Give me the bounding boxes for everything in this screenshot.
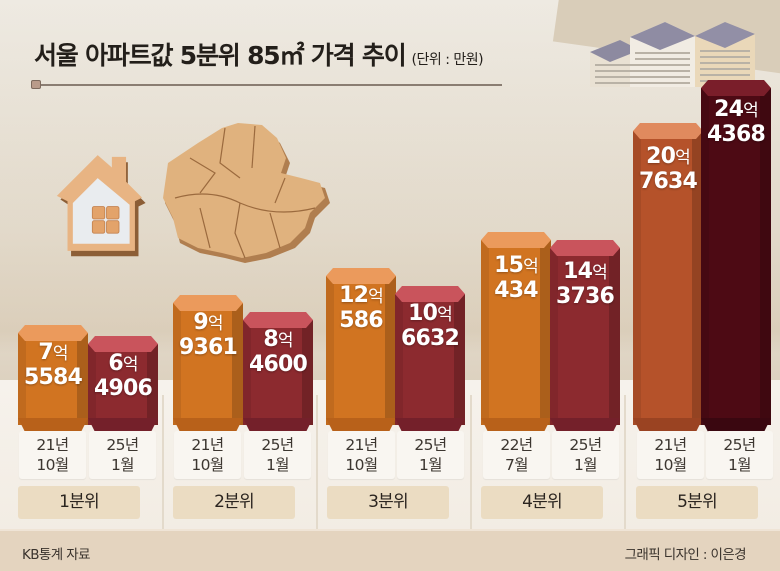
footer-bar [0,529,780,571]
bar-q1-2021: 7억 5584 [18,325,88,432]
bar-value-label: 20억 7634 [638,144,698,194]
date-label: 25년 1월 [706,431,773,479]
date-label: 21년 10월 [328,431,395,479]
chart-title: 서울 아파트값 5분위 85㎡ 가격 추이 (단위 : 만원) [34,36,484,72]
title-rule-cap [31,80,41,89]
bar-q3-2025: 10억 6632 [395,286,465,432]
bar-value-label: 14억 3736 [555,259,615,309]
group-separator [624,395,626,535]
group-separator [162,395,164,535]
bar-value-label: 10억 6632 [400,301,460,351]
date-label: 21년 10월 [174,431,241,479]
date-label: 21년 10월 [637,431,704,479]
group-separator [470,395,472,535]
apartment-buildings-icon [590,22,755,87]
quintile-label-1: 1분위 [18,486,140,519]
bar-value-label: 24억 4368 [706,97,766,147]
bar-q1-2025: 6억 4906 [88,336,158,432]
bar-q5-2021: 20억 7634 [633,123,703,432]
bar-value-label: 8억 4600 [248,327,308,377]
bar-q5-2025: 24억 4368 [701,80,771,432]
house-icon [56,155,146,257]
bar-value-label: 9억 9361 [178,310,238,360]
bar-value-label: 7억 5584 [23,340,83,390]
date-label: 25년 1월 [397,431,464,479]
date-label: 25년 1월 [244,431,311,479]
bar-q2-2025: 8억 4600 [243,312,313,432]
bar-value-label: 6억 4906 [93,351,153,401]
date-label: 25년 1월 [89,431,156,479]
house-and-seoul-map-illustration [40,108,340,288]
date-label: 22년 7월 [483,431,550,479]
graphic-credit: 그래픽 디자인 : 이은경 [624,547,747,563]
bar-q2-2021: 9억 9361 [173,295,243,432]
quintile-label-5: 5분위 [636,486,758,519]
date-label: 25년 1월 [552,431,619,479]
bar-q3-2021: 12억 586 [326,268,396,432]
quintile-label-4: 4분위 [481,486,603,519]
seoul-map-icon [163,123,330,263]
bar-value-label: 12억 586 [339,283,384,333]
quintile-label-2: 2분위 [173,486,295,519]
bar-q4-2025: 14억 3736 [550,240,620,432]
group-separator [316,395,318,535]
quintile-label-3: 3분위 [327,486,449,519]
title-rule [34,84,502,86]
bar-q4-2021: 15억 434 [481,232,551,432]
title-text: 서울 아파트값 5분위 85㎡ 가격 추이 [34,41,407,70]
bar-value-label: 15억 434 [494,253,539,303]
date-label: 21년 10월 [19,431,86,479]
source-note: KB통계 자료 [22,547,90,563]
unit-label: (단위 : 만원) [411,52,484,68]
